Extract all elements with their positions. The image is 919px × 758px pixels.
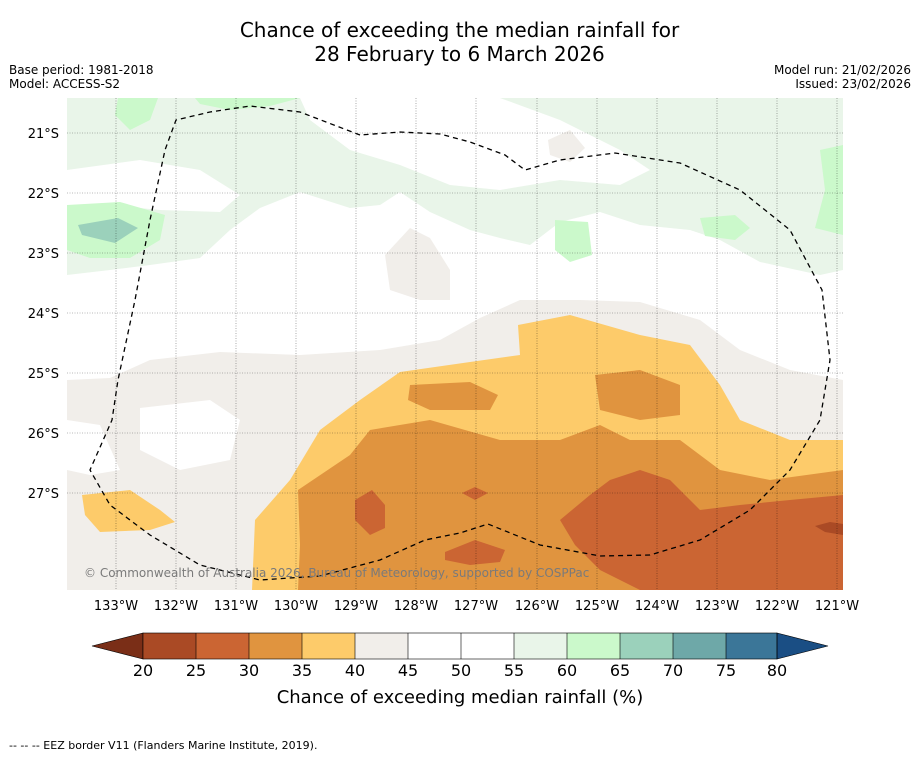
colorbar-tick: 75 — [716, 661, 736, 680]
colorbar-segment — [143, 633, 196, 659]
lon-label: 121°W — [815, 599, 859, 614]
lon-label: 132°W — [154, 599, 198, 614]
colorbar-segment — [408, 633, 461, 659]
lon-label: 123°W — [695, 599, 739, 614]
colorbar-tick: 80 — [767, 661, 787, 680]
lon-label: 127°W — [454, 599, 498, 614]
lon-label: 133°W — [94, 599, 138, 614]
region-60-65-e — [700, 215, 750, 240]
issued-date: Issued: 23/02/2026 — [795, 77, 911, 91]
title-line-1: Chance of exceeding the median rainfall … — [239, 18, 680, 42]
lon-label: 128°W — [394, 599, 438, 614]
region-25-30-south — [445, 540, 505, 565]
colorbar-segment — [196, 633, 249, 659]
meta-right: Model run: 21/02/2026 Issued: 23/02/2026 — [774, 63, 911, 91]
eez-border — [89, 105, 831, 581]
colorbar-segment — [726, 633, 777, 659]
colorbar-extend-low — [91, 632, 144, 660]
lon-label: 131°W — [214, 599, 258, 614]
lon-labels: 133°W 132°W 131°W 130°W 129°W 128°W 127°… — [94, 599, 859, 614]
colorbar-segment — [249, 633, 302, 659]
region-25-30-west — [355, 490, 385, 535]
map-area — [67, 98, 843, 590]
region-65-70 — [78, 218, 138, 243]
lat-label: 25°S — [28, 367, 59, 382]
lon-label: 124°W — [635, 599, 679, 614]
colorbar-segment — [461, 633, 514, 659]
lat-label: 24°S — [28, 307, 59, 322]
colorbar-tick: 25 — [186, 661, 206, 680]
colorbar-ticks: 20 25 30 35 40 45 50 55 60 65 70 75 80 — [133, 661, 787, 680]
lat-labels: 21°S 22°S 23°S 24°S 25°S 26°S 27°S — [28, 127, 59, 502]
colorbar-tick: 65 — [610, 661, 630, 680]
colorbar-segment — [567, 633, 620, 659]
colorbar — [91, 632, 829, 660]
base-period: Base period: 1981-2018 — [9, 63, 154, 77]
colorbar-segment — [514, 633, 567, 659]
colorbar-tick: 20 — [133, 661, 153, 680]
title-line-2: 28 February to 6 March 2026 — [314, 42, 605, 66]
meta-left: Base period: 1981-2018 Model: ACCESS-S2 — [9, 63, 154, 91]
region-35-40-west — [82, 490, 175, 532]
colorbar-tick: 55 — [504, 661, 524, 680]
colorbar-outline — [142, 632, 778, 660]
colorbar-tick: 40 — [345, 661, 365, 680]
lat-label: 26°S — [28, 427, 59, 442]
colorbar-dividers — [195, 633, 727, 659]
model-run: Model run: 21/02/2026 — [773, 63, 911, 77]
colorbar-segment — [302, 633, 355, 659]
region-45-55-pocket-a — [140, 400, 240, 470]
region-40-45-upper — [385, 228, 450, 300]
region-60-65-f — [815, 145, 843, 235]
colorbar-segment — [620, 633, 673, 659]
region-45-55-west-inner — [67, 160, 240, 212]
lat-label: 22°S — [28, 187, 59, 202]
colorbar-tick: 50 — [451, 661, 471, 680]
lon-label: 130°W — [274, 599, 318, 614]
colorbar-title: Chance of exceeding median rainfall (%) — [277, 687, 644, 708]
lat-label: 21°S — [28, 127, 59, 142]
model-name: Model: ACCESS-S2 — [9, 77, 121, 91]
region-30-35-east — [595, 370, 680, 420]
region-40-45-small — [548, 130, 585, 162]
colorbar-tick: 35 — [292, 661, 312, 680]
region-60-65-b — [195, 98, 300, 110]
region-25-30-main — [560, 470, 843, 590]
colorbar-extend-high — [776, 632, 829, 660]
lon-label: 126°W — [515, 599, 559, 614]
colorbar-tick: 70 — [663, 661, 683, 680]
map-gridlines — [67, 98, 843, 590]
colorbar-tick: 30 — [239, 661, 259, 680]
eez-footnote: -- -- -- EEZ border V11 (Flanders Marine… — [9, 739, 318, 752]
colorbar-tick: 60 — [557, 661, 577, 680]
copyright-text: © Commonwealth of Australia 2026, Bureau… — [84, 566, 589, 580]
colorbar-segment — [673, 633, 726, 659]
region-30-35-north — [408, 382, 498, 410]
map-title: Chance of exceeding the median rainfall … — [0, 18, 919, 66]
lon-label: 122°W — [755, 599, 799, 614]
region-20-25 — [815, 522, 843, 535]
region-45-55-pocket-b — [67, 420, 120, 475]
lon-label: 125°W — [575, 599, 619, 614]
lon-label: 129°W — [334, 599, 378, 614]
region-60-65-d — [555, 220, 592, 262]
lat-label: 23°S — [28, 247, 59, 262]
region-60-65-a — [115, 98, 158, 130]
colorbar-segment — [355, 633, 408, 659]
region-45-55-north-inner — [300, 98, 650, 190]
lat-label: 27°S — [28, 487, 59, 502]
region-55-60-north — [67, 98, 843, 275]
colorbar-tick: 45 — [398, 661, 418, 680]
region-25-30-spot — [462, 487, 488, 500]
